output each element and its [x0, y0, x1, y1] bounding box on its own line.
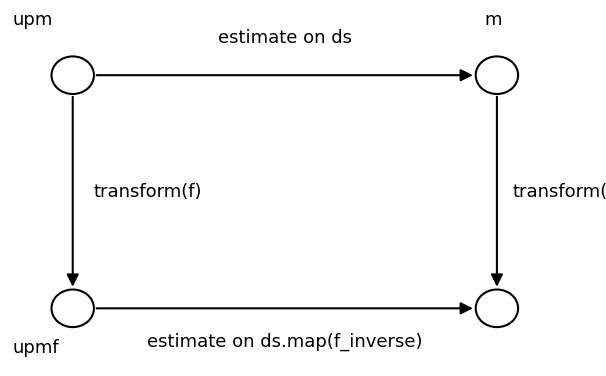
Text: transform(f): transform(f) [94, 183, 202, 201]
Ellipse shape [476, 56, 518, 94]
Text: m: m [485, 11, 502, 29]
Text: estimate on ds.map(f_inverse): estimate on ds.map(f_inverse) [147, 333, 422, 351]
Ellipse shape [476, 290, 518, 327]
Ellipse shape [52, 290, 94, 327]
Text: upmf: upmf [12, 339, 59, 357]
Ellipse shape [52, 56, 94, 94]
Text: estimate on ds: estimate on ds [218, 29, 352, 47]
Text: transform(f): transform(f) [512, 183, 606, 201]
Text: upm: upm [12, 11, 53, 29]
